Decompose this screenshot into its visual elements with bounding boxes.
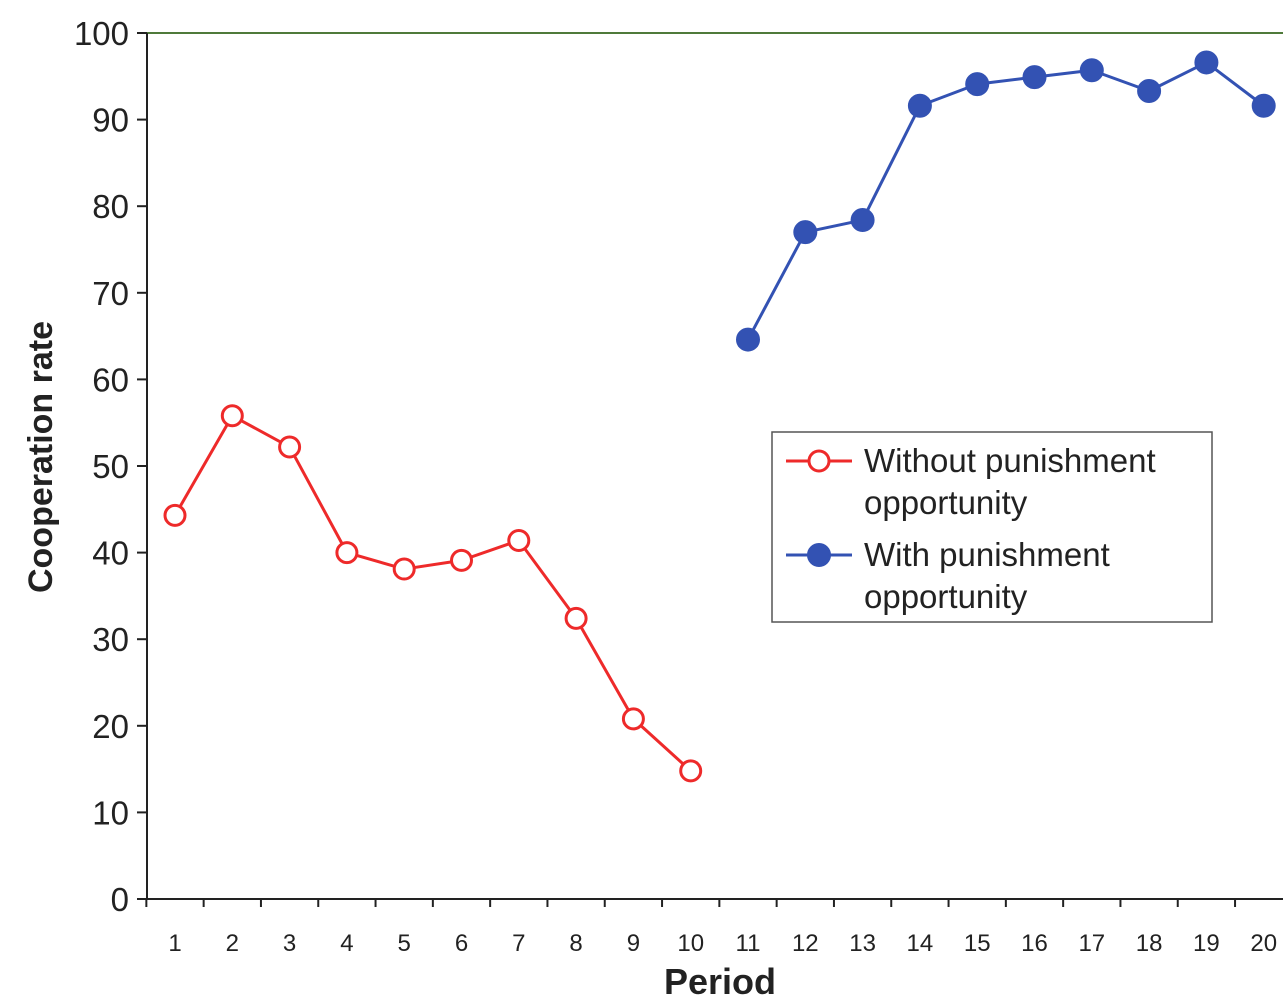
data-point-0 — [163, 503, 187, 527]
x-tick-label: 7 — [512, 930, 525, 957]
legend-label-with-line1: With punishment — [864, 536, 1110, 573]
x-tick-label: 12 — [792, 930, 819, 957]
legend-label-with-line2: opportunity — [864, 578, 1028, 615]
x-tick-label: 2 — [226, 930, 239, 957]
data-point-1 — [1251, 93, 1276, 118]
data-point-0 — [507, 528, 531, 552]
data-point-0 — [278, 435, 302, 459]
x-tick-label: 17 — [1078, 930, 1105, 957]
y-tick-label: 30 — [92, 621, 129, 658]
y-tick-label: 70 — [92, 275, 129, 312]
legend-label-without-line2: opportunity — [864, 484, 1028, 521]
data-point-1 — [793, 220, 818, 245]
data-point-0 — [335, 541, 359, 565]
x-axis-title: Period — [664, 961, 776, 998]
x-tick-label: 11 — [736, 930, 761, 957]
y-tick-label: 0 — [111, 881, 129, 918]
y-tick-label: 60 — [92, 361, 129, 398]
series-line-1 — [746, 60, 1265, 341]
data-point-1 — [1194, 50, 1219, 75]
y-tick-label: 90 — [92, 102, 129, 139]
data-point-0 — [450, 548, 473, 572]
data-point-1 — [850, 208, 875, 233]
x-tick-label: 1 — [168, 930, 181, 957]
data-point-1 — [965, 72, 990, 97]
y-tick-label: 100 — [74, 15, 129, 52]
series-layer — [163, 50, 1276, 783]
legend-box — [771, 431, 1213, 623]
y-tick-label: 10 — [92, 794, 129, 831]
legend-marker-without — [807, 449, 831, 473]
data-point-0 — [564, 606, 588, 630]
data-point-1 — [1022, 65, 1047, 90]
data-point-0 — [220, 404, 244, 428]
x-tick-label: 20 — [1250, 930, 1277, 957]
x-tick-label: 14 — [907, 930, 934, 957]
x-tick-label: 6 — [455, 930, 468, 957]
y-tick-label: 50 — [92, 448, 129, 485]
x-tick-label: 3 — [283, 930, 296, 957]
x-tick-label: 10 — [677, 930, 704, 957]
data-point-0 — [621, 707, 645, 731]
x-tick-label: 4 — [340, 930, 353, 957]
x-tick-label: 18 — [1136, 930, 1163, 957]
series-line-0 — [173, 414, 692, 772]
x-tick-label: 16 — [1021, 930, 1048, 957]
data-point-0 — [679, 759, 703, 783]
legend-marker-with — [807, 543, 831, 567]
y-axis-title: Cooperation rate — [22, 321, 60, 593]
x-tick-label: 5 — [398, 930, 411, 957]
y-tick-label: 20 — [92, 708, 129, 745]
data-point-1 — [1137, 79, 1162, 104]
legend-label-without-line1: Without punishment — [864, 442, 1156, 479]
data-point-0 — [392, 557, 416, 581]
x-tick-label: 9 — [627, 930, 640, 957]
y-tick-label: 80 — [92, 188, 129, 225]
y-tick-label: 40 — [92, 535, 129, 572]
x-tick-label: 8 — [569, 930, 582, 957]
x-tick-label: 13 — [849, 930, 876, 957]
x-tick-label: 19 — [1193, 930, 1220, 957]
data-point-1 — [1079, 58, 1104, 83]
x-tick-label: 15 — [964, 930, 991, 957]
data-point-1 — [736, 327, 760, 352]
data-point-1 — [907, 93, 932, 118]
legend: Without punishment opportunity With puni… — [771, 431, 1213, 623]
